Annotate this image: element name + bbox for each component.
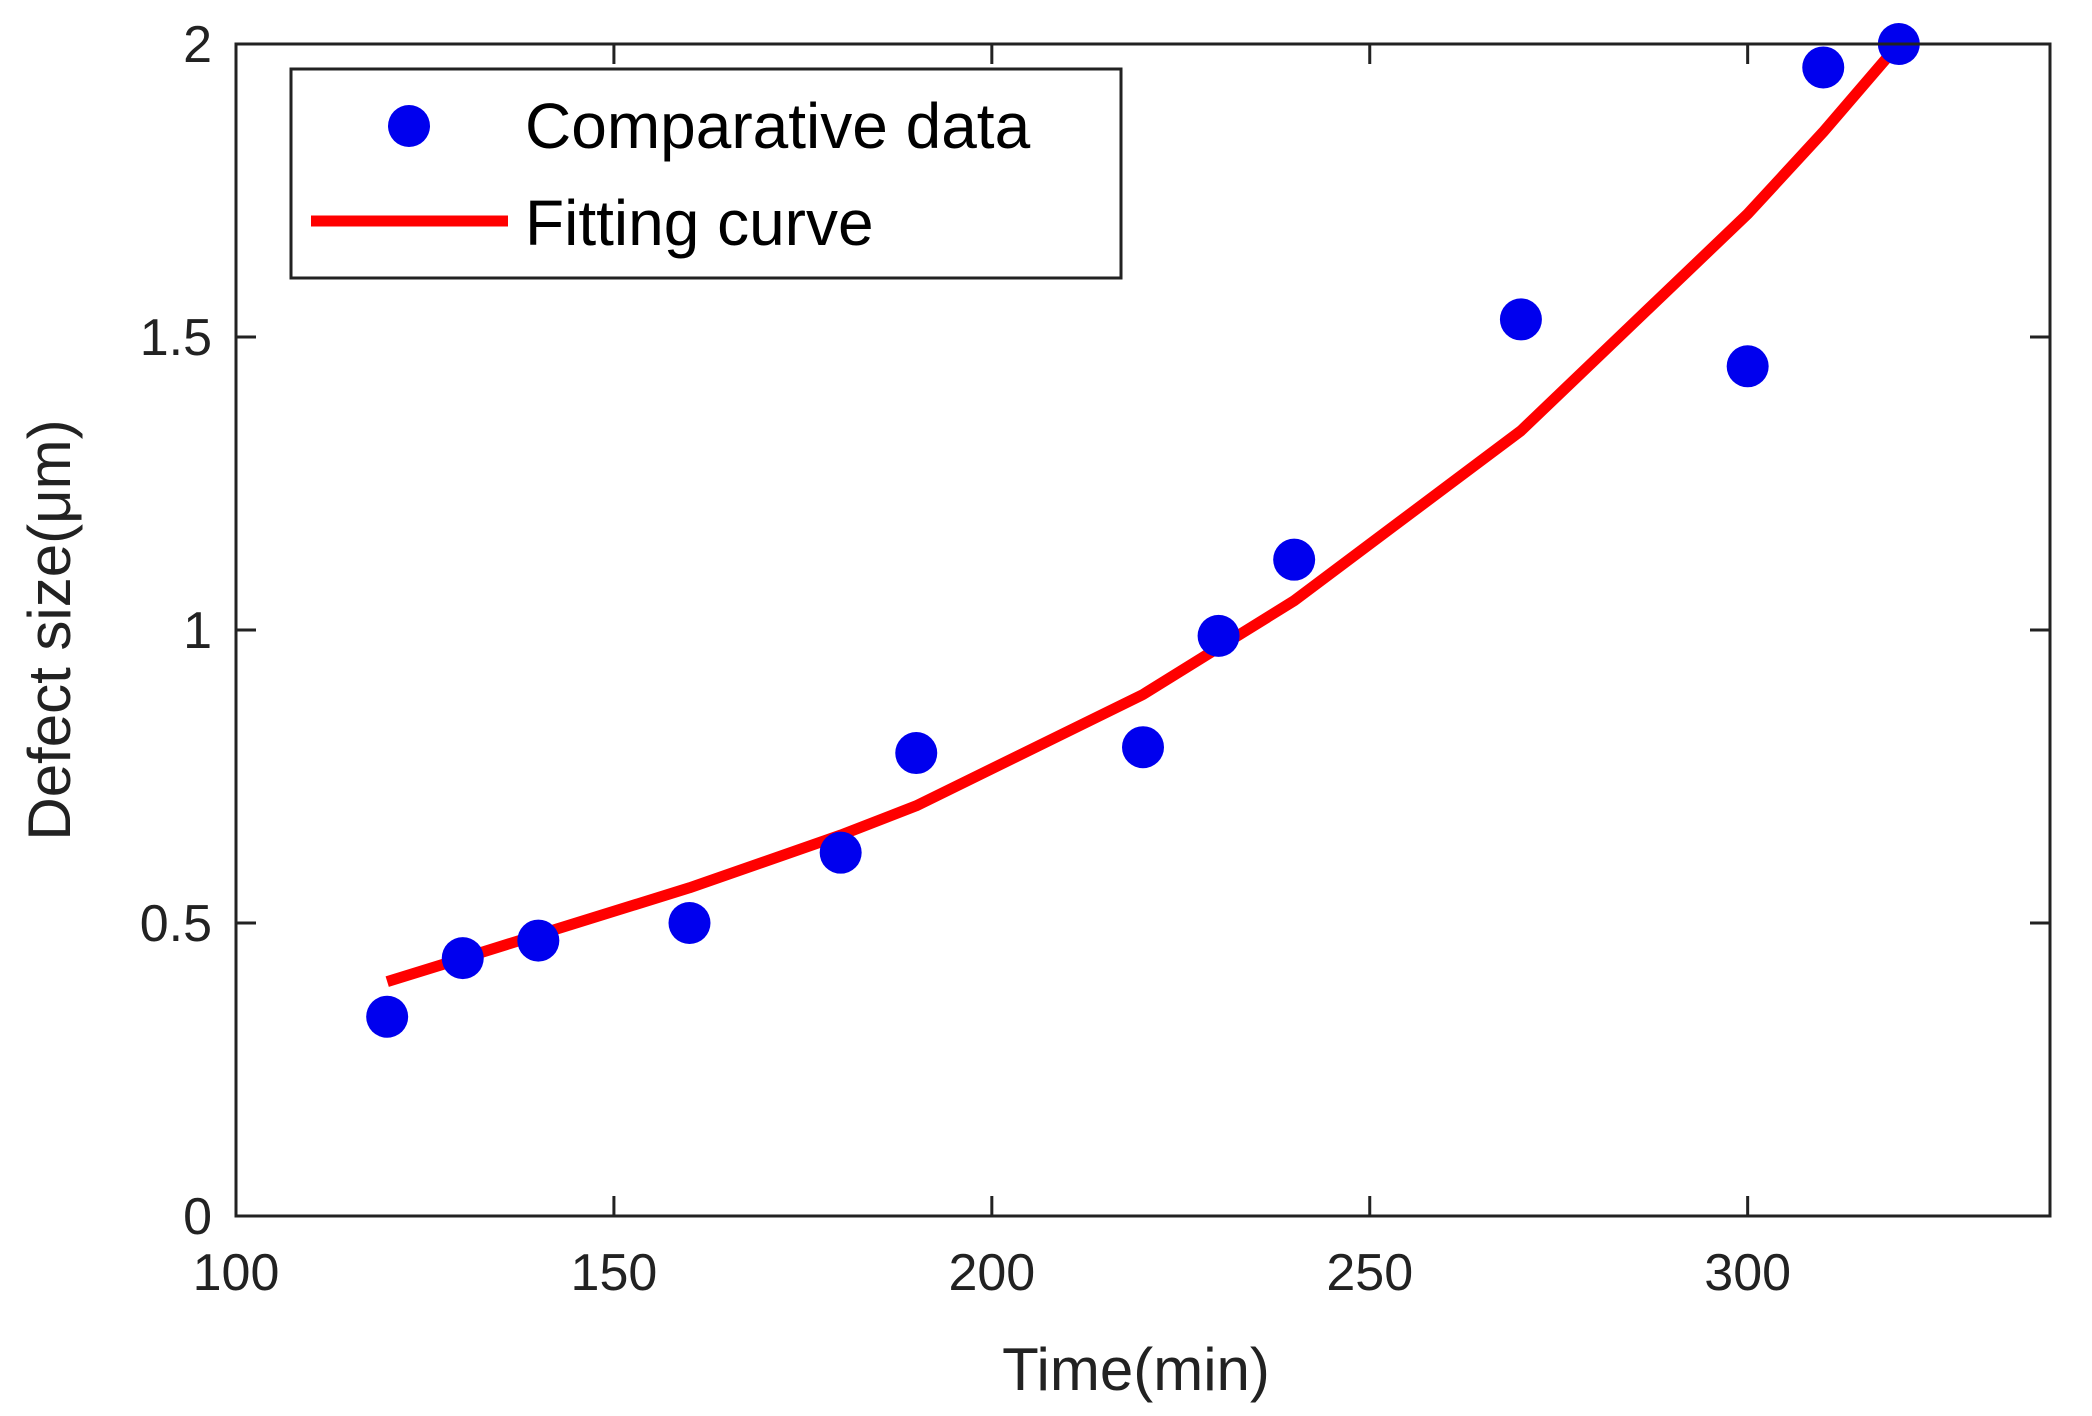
- y-tick-label: 2: [183, 16, 212, 74]
- plot-frame: [234, 42, 2052, 1218]
- x-tick-label: 300: [1704, 1244, 1791, 1302]
- data-point: [819, 831, 862, 874]
- data-point: [517, 919, 560, 962]
- data-point: [441, 937, 484, 980]
- y-axis-title: Defect size(μm): [16, 419, 83, 840]
- y-tick-label: 1: [183, 602, 212, 660]
- data-point: [366, 995, 409, 1038]
- data-point: [1499, 298, 1542, 341]
- data-points-layer: [366, 23, 1920, 1038]
- x-axis-title: Time(min): [1002, 1336, 1270, 1403]
- tick-labels: 100 150 200 250 300 0 0.5 1 1.5 2: [140, 16, 1791, 1302]
- data-point: [1726, 345, 1769, 388]
- data-point: [1273, 538, 1316, 581]
- x-tick-label: 200: [948, 1244, 1035, 1302]
- x-tick-label: 250: [1326, 1244, 1413, 1302]
- x-tick-label: 150: [571, 1244, 658, 1302]
- legend-marker-comparative-data: [388, 105, 430, 147]
- y-tick-label: 0.5: [140, 895, 212, 953]
- data-point: [1122, 726, 1164, 769]
- legend: Comparative data Fitting curve: [289, 67, 1123, 280]
- x-tick-label: 100: [193, 1244, 280, 1302]
- legend-label-comparative-data: Comparative data: [525, 90, 1031, 162]
- data-point: [895, 732, 938, 775]
- data-point: [668, 902, 711, 944]
- y-tick-label: 1.5: [140, 309, 212, 367]
- data-point: [1197, 614, 1240, 657]
- legend-label-fitting-curve: Fitting curve: [525, 187, 874, 259]
- legend-box: [289, 67, 1123, 280]
- y-tick-label: 0: [183, 1188, 212, 1246]
- data-point: [1802, 46, 1845, 89]
